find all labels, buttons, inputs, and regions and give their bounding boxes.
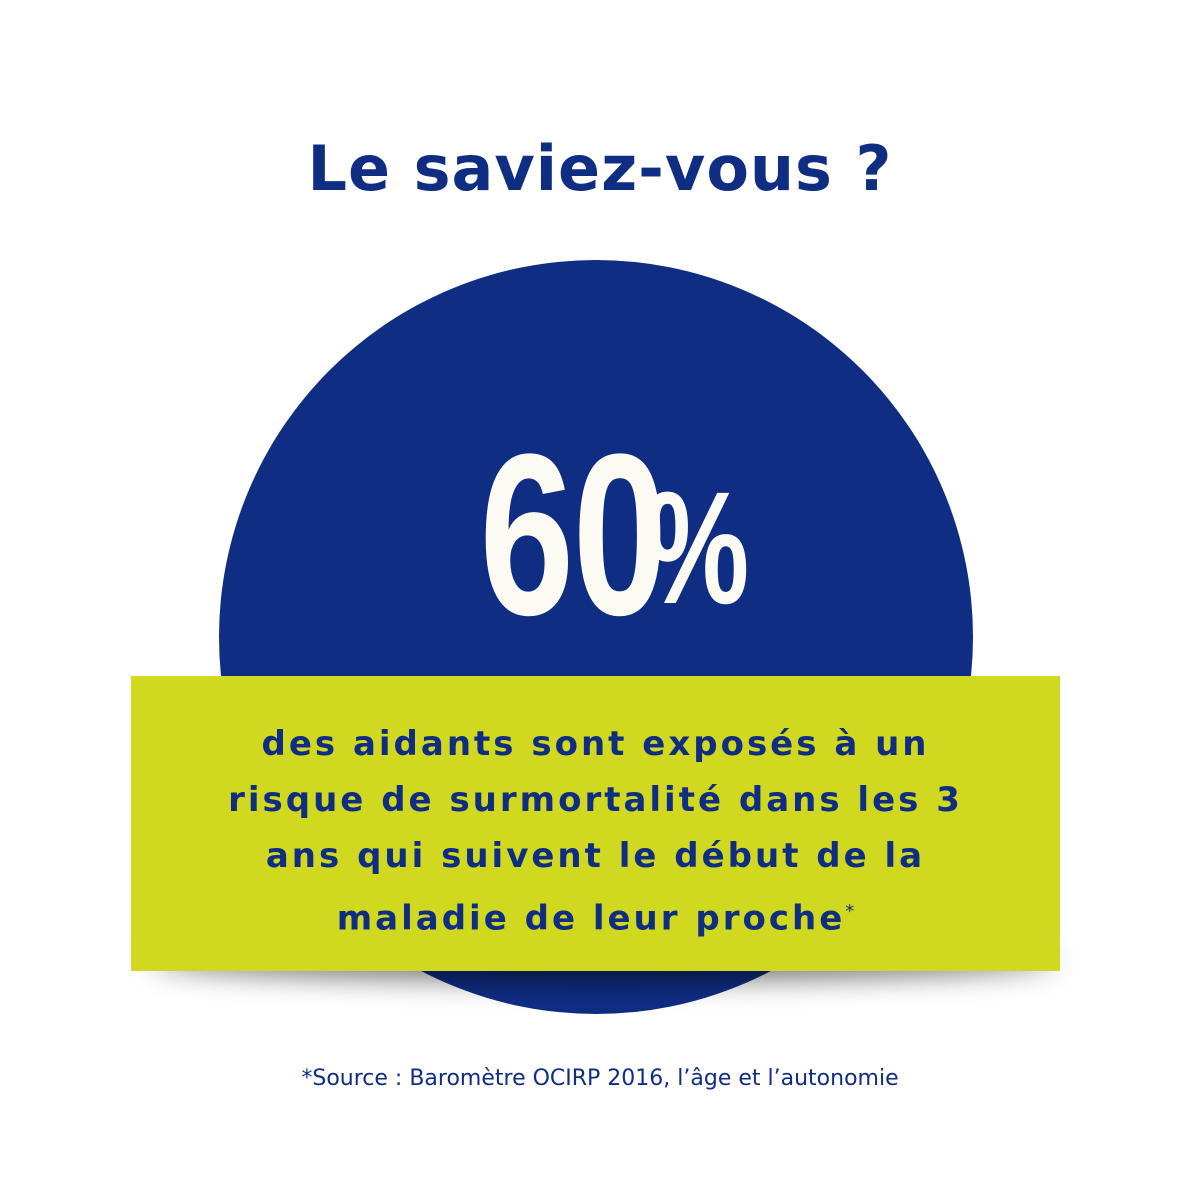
- stat-percent-sign: %: [643, 458, 750, 637]
- description-text: des aidants sont exposés à un risque de …: [131, 716, 1060, 946]
- description-line: risque de surmortalité dans les 3: [228, 780, 963, 820]
- statistic: 60 %: [0, 410, 1200, 650]
- description-line: maladie de leur proche*: [131, 884, 1060, 946]
- description-line-text: maladie de leur proche: [336, 898, 846, 939]
- headline: Le saviez-vous ?: [307, 132, 893, 205]
- stat-number: 60: [479, 406, 667, 663]
- description-line: ans qui suivent le début de la: [265, 836, 926, 876]
- source-note: *Source : Baromètre OCIRP 2016, l’âge et…: [301, 1066, 899, 1091]
- highlight-band: des aidants sont exposés à un risque de …: [131, 676, 1060, 971]
- description-line: des aidants sont exposés à un: [261, 724, 930, 764]
- footnote-mark: *: [845, 901, 855, 922]
